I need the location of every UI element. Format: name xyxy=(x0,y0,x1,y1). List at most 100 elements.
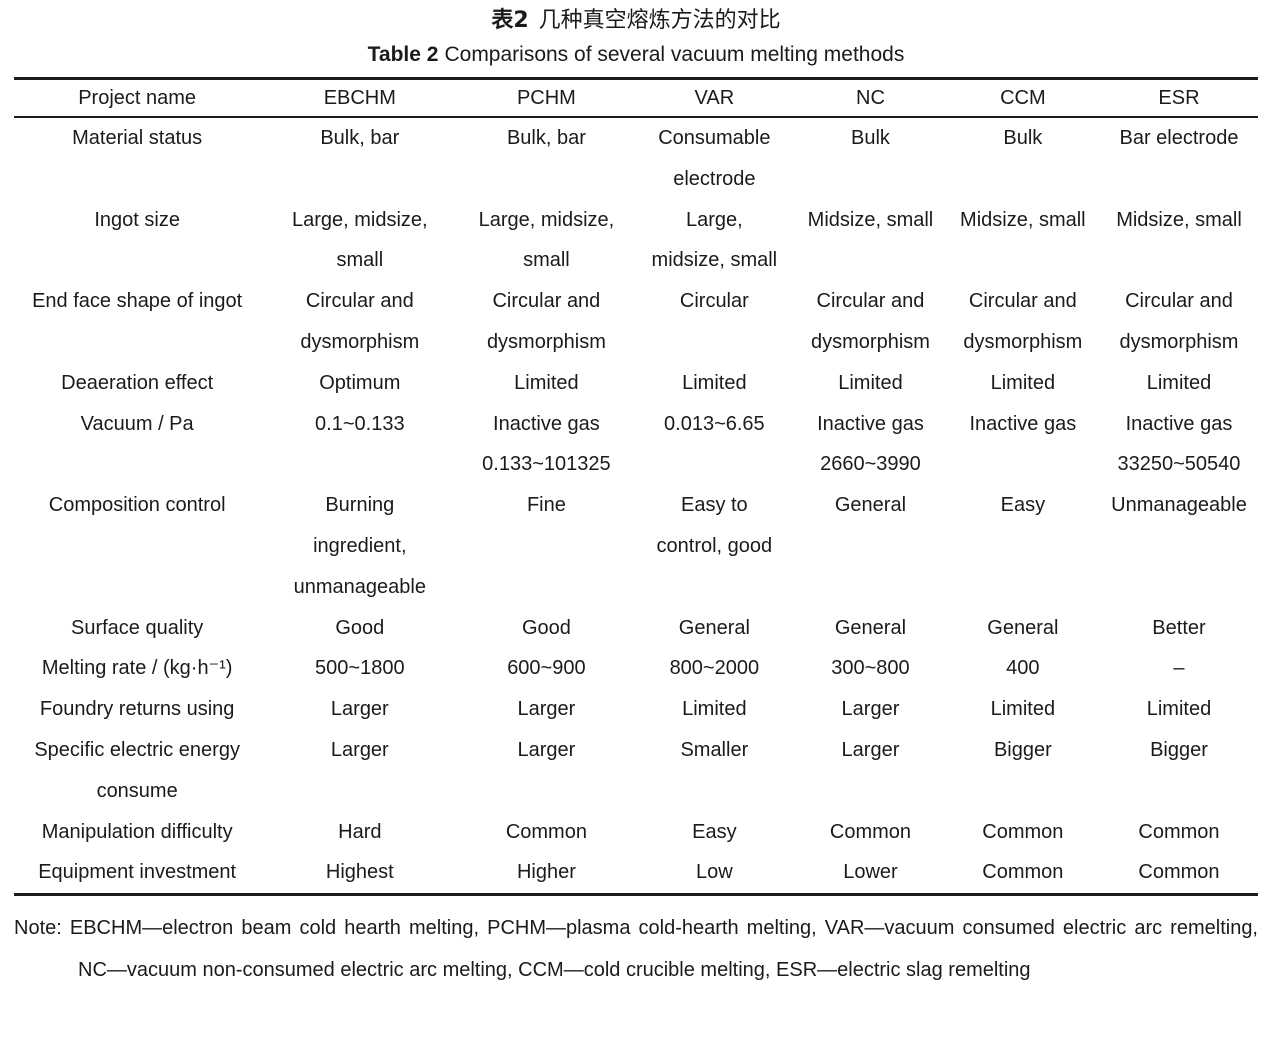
table-cell: Smaller xyxy=(680,739,749,762)
table-header: Project name EBCHM PCHM VAR NC CCM ESR xyxy=(14,78,1258,119)
column-header-ccm: CCM xyxy=(945,78,1100,119)
table-cell: Inactive gas 2660~3990 xyxy=(817,412,924,476)
row-label: Manipulation difficulty xyxy=(41,820,233,843)
table-cell: Optimum xyxy=(319,371,401,394)
table-cell: Burning ingredient, unmanageable xyxy=(293,494,426,598)
table-cell: Bulk, bar xyxy=(506,127,586,150)
table-cell: Common xyxy=(1138,861,1220,884)
table-cell: Circular and dysmorphism xyxy=(486,290,606,354)
paper-table-figure: 表2 几种真空熔炼方法的对比 Table 2 Comparisons of seve… xyxy=(14,6,1258,981)
table-cell: Bigger xyxy=(993,739,1052,762)
table-cell: Larger xyxy=(517,698,576,721)
table-row: Ingot size Large, midsize, small Large, mi… xyxy=(14,200,1258,282)
table-row: Vacuum / Pa 0.1~0.133 Inactive gas 0.133~1… xyxy=(14,404,1258,486)
table-cell: Midsize, small xyxy=(807,208,934,231)
row-label: End face shape of ingot xyxy=(32,290,243,313)
table-cell: – xyxy=(1173,657,1185,680)
table-body: Material status Bulk, bar Bulk, bar Consuma… xyxy=(14,117,1258,895)
table-cell: Bigger xyxy=(1150,739,1208,762)
table-cell: Circular and dysmorphism xyxy=(963,290,1083,354)
table-cell: General xyxy=(834,616,907,639)
column-header-var: VAR xyxy=(633,78,796,119)
table-row: Surface quality Good Good General General Gen… xyxy=(14,608,1258,649)
table-cell: Circular xyxy=(679,290,749,313)
table-row: Manipulation difficulty Hard Common Easy Com… xyxy=(14,812,1258,853)
table-cell: Limited xyxy=(682,698,747,721)
table-title-english: Table 2 Comparisons of several vacuum mel… xyxy=(14,41,1258,68)
table-cell: Higher xyxy=(516,861,576,884)
table-cell: Large, midsize, small xyxy=(478,208,615,272)
table-cell: Bulk, bar xyxy=(320,127,400,150)
table-cell: Midsize, small xyxy=(1116,208,1242,231)
table-cell: Bulk xyxy=(1003,127,1043,150)
row-label: Foundry returns using xyxy=(39,698,235,721)
table-cell: General xyxy=(987,616,1059,639)
table-cell: Lower xyxy=(843,861,898,884)
column-header-nc: NC xyxy=(795,78,946,119)
table-cell: Larger xyxy=(517,739,576,762)
table-cell: Midsize, small xyxy=(960,208,1086,231)
table-cell: Easy xyxy=(692,820,737,843)
table-cell: Inactive gas xyxy=(969,412,1077,435)
table-cell: General xyxy=(834,494,907,517)
header-row: Project name EBCHM PCHM VAR NC CCM ESR xyxy=(14,78,1258,119)
table-cell: Limited xyxy=(1146,371,1212,394)
table-cell: Inactive gas 0.133~101325 xyxy=(482,412,611,476)
table-cell: Common xyxy=(505,820,587,843)
table-cell: Larger xyxy=(841,739,900,762)
comparison-table: Project name EBCHM PCHM VAR NC CCM ESR Materia… xyxy=(14,77,1258,897)
table-row: Equipment investment Highest Higher Low Lowe… xyxy=(14,852,1258,894)
table-cell: Bulk xyxy=(851,127,890,150)
table-cell: Large, midsize, small xyxy=(292,208,428,272)
table-note: Note: EBCHM—electron beam cold hearth me… xyxy=(14,917,1258,981)
table-cell: Easy xyxy=(1000,494,1046,517)
row-label: Specific electric energy consume xyxy=(34,739,240,802)
column-header-project-name: Project name xyxy=(14,78,261,119)
table-cell: Common xyxy=(1138,820,1220,843)
table-cell: 600~900 xyxy=(507,657,586,680)
table-row: Foundry returns using Larger Larger Limited… xyxy=(14,689,1258,730)
table-cell: Common xyxy=(982,820,1064,843)
table-cell: 500~1800 xyxy=(315,657,405,680)
table-cell: Limited xyxy=(514,371,579,394)
row-label: Surface quality xyxy=(71,616,204,639)
table-cell: Common xyxy=(982,861,1064,884)
table-cell: Limited xyxy=(990,698,1056,721)
row-label: Vacuum / Pa xyxy=(80,412,194,435)
table-cell: 400 xyxy=(1006,657,1040,680)
table-cell: Hard xyxy=(338,820,382,843)
table-caption-en: Comparisons of several vacuum melting me… xyxy=(444,42,905,66)
table-row: Melting rate / (kg·h⁻¹) 500~1800 600~900 80… xyxy=(14,648,1258,689)
column-header-pchm: PCHM xyxy=(459,78,634,119)
table-cell: 800~2000 xyxy=(669,657,760,680)
table-cell: Unmanageable xyxy=(1111,494,1247,517)
table-cell: Good xyxy=(521,616,571,639)
table-cell: 0.1~0.133 xyxy=(315,412,405,435)
table-title-chinese: 表2 几种真空熔炼方法的对比 xyxy=(14,6,1258,37)
table-cell: 300~800 xyxy=(831,657,910,680)
row-label: Deaeration effect xyxy=(61,371,214,394)
row-label: Composition control xyxy=(48,494,226,517)
table-cell: Consumable electrode xyxy=(658,127,771,190)
table-row: Material status Bulk, bar Bulk, bar Consuma… xyxy=(14,117,1258,200)
table-cell: Larger xyxy=(330,739,389,762)
table-cell: Better xyxy=(1152,616,1206,639)
table-cell: Larger xyxy=(841,698,900,721)
row-label: Ingot size xyxy=(94,208,180,231)
row-label: Melting rate / (kg·h⁻¹) xyxy=(41,657,233,680)
table-cell: Circular and dysmorphism xyxy=(300,290,420,354)
row-label: Equipment investment xyxy=(38,861,237,884)
table-cell: 0.013~6.65 xyxy=(664,412,765,435)
table-cell: Highest xyxy=(325,861,394,884)
table-cell: Limited xyxy=(1146,698,1212,721)
table-row: Composition control Burning ingredient, u… xyxy=(14,485,1258,607)
table-cell: Low xyxy=(695,861,733,884)
table-cell: Limited xyxy=(682,371,747,394)
table-cell: Inactive gas 33250~50540 xyxy=(1117,412,1241,476)
row-label: Material status xyxy=(72,127,203,150)
table-cell: Circular and dysmorphism xyxy=(1119,290,1239,354)
table-cell: Common xyxy=(829,820,912,843)
table-number-en: Table 2 xyxy=(367,42,439,66)
table-number-zh: 表2 xyxy=(491,8,529,33)
table-row: Deaeration effect Optimum Limited Limited Li… xyxy=(14,363,1258,404)
